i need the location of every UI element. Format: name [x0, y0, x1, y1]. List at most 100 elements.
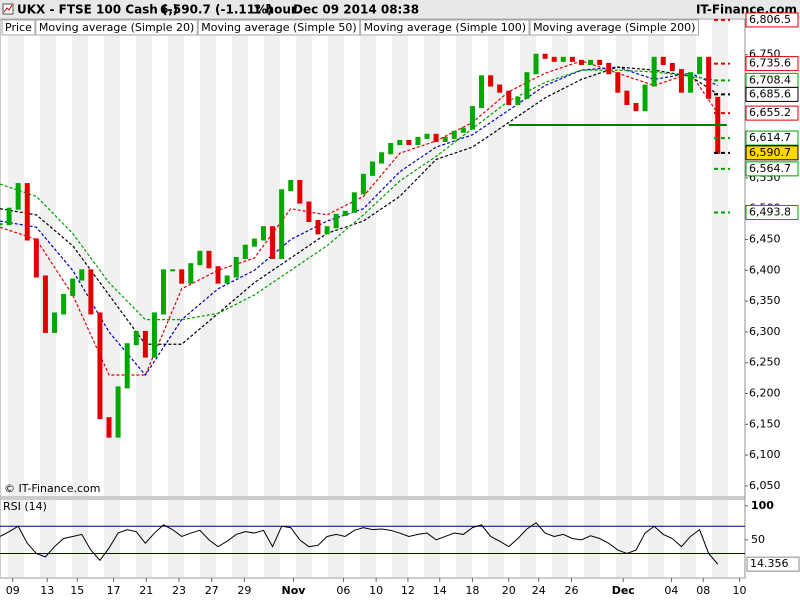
price-bar	[606, 62, 612, 75]
rsi-box	[746, 556, 800, 572]
x-tick-label: 29	[237, 584, 251, 597]
price-bar	[106, 417, 112, 438]
x-tick-label: 09	[6, 584, 20, 597]
price-bar	[188, 263, 194, 284]
day-stripe	[552, 20, 568, 496]
day-stripe	[8, 20, 24, 496]
price-bar	[506, 90, 512, 106]
day-stripe	[136, 20, 152, 496]
y-tick-label: 6,350	[749, 294, 781, 307]
y-tick-label: 6,100	[749, 448, 781, 461]
price-bar	[560, 56, 566, 62]
price-bar	[297, 180, 303, 204]
level-label: 6,655.2	[749, 106, 791, 119]
x-tick-label: 06	[336, 584, 350, 597]
price-bar	[260, 226, 266, 241]
price-bar	[687, 72, 693, 93]
x-tick-label: 26	[564, 584, 578, 597]
day-stripe	[104, 20, 120, 496]
day-stripe	[488, 20, 504, 496]
rsi-tick-label: 100	[751, 499, 774, 512]
day-stripe	[328, 500, 344, 577]
price-bar	[224, 275, 230, 284]
price-bar	[424, 133, 430, 139]
price-bar	[33, 238, 39, 278]
price-bar	[660, 56, 666, 65]
price-bar	[279, 189, 285, 259]
day-stripe	[168, 20, 184, 496]
day-stripe	[616, 20, 632, 496]
price-bar	[406, 139, 412, 146]
quote: 6,590.7 (-1.11%)	[160, 3, 273, 17]
price-bar	[479, 75, 485, 109]
y-tick-label: 6,300	[749, 325, 781, 338]
level-label: 6,564.7	[749, 162, 791, 175]
header-bar	[0, 0, 800, 18]
price-bar	[669, 62, 675, 72]
price-bar	[497, 84, 503, 93]
price-bar	[642, 84, 648, 112]
price-bar	[524, 72, 530, 99]
watermark: © IT-Finance.com	[4, 482, 101, 495]
price-bar	[0, 223, 3, 226]
price-bar	[142, 330, 148, 358]
day-stripe	[488, 500, 504, 577]
price-bar	[578, 59, 584, 65]
price-bar	[633, 103, 639, 112]
price-bar	[306, 201, 312, 223]
y-tick-label: 6,200	[749, 387, 781, 400]
price-bar	[379, 152, 385, 164]
price-bar	[551, 56, 557, 62]
price-bar	[460, 127, 466, 133]
day-stripe	[680, 500, 696, 577]
price-bar	[370, 161, 375, 176]
day-stripe	[136, 500, 152, 577]
level-box	[745, 12, 799, 28]
day-stripe	[392, 500, 408, 577]
price-bar	[469, 106, 475, 130]
day-stripe	[456, 500, 472, 577]
x-tick-label: 18	[465, 584, 479, 597]
price-bar	[88, 269, 94, 315]
price-bar	[315, 220, 321, 235]
rsi-name: RSI (14)	[3, 500, 47, 513]
day-stripe	[168, 500, 184, 577]
y-tick-label: 6,450	[749, 233, 781, 246]
day-stripe	[104, 500, 120, 577]
legend-box	[1, 19, 36, 36]
price-bar	[360, 173, 366, 195]
price-bar	[170, 269, 176, 272]
day-stripe	[680, 20, 696, 496]
rsi-value-label: 14.356	[750, 557, 789, 570]
day-stripe	[584, 20, 600, 496]
level-label: 6,614.7	[749, 131, 791, 144]
price-bar	[70, 278, 76, 296]
price-bar	[588, 59, 594, 65]
day-stripe	[616, 500, 632, 577]
price-bar	[233, 257, 239, 278]
price-bar	[706, 56, 712, 99]
x-tick-label: 23	[172, 584, 186, 597]
rsi-tick-label: 50	[751, 533, 765, 546]
day-stripe	[584, 500, 600, 577]
day-stripe	[232, 500, 248, 577]
legend-box	[360, 19, 530, 36]
price-bar	[624, 90, 630, 106]
level-box	[745, 130, 799, 146]
price-bar	[342, 210, 348, 216]
day-stripe	[648, 500, 664, 577]
price-bar	[115, 386, 121, 438]
price-bar	[542, 53, 548, 59]
x-tick-label: 10	[369, 584, 383, 597]
level-box	[745, 145, 799, 161]
x-tick-label: 20	[502, 584, 516, 597]
price-bar	[242, 244, 248, 259]
price-bar	[288, 180, 294, 192]
day-stripe	[296, 20, 312, 496]
day-stripe	[360, 500, 376, 577]
price-bar	[651, 56, 657, 87]
price-bar	[397, 139, 403, 146]
legend-label: Price	[5, 21, 32, 34]
level-label: 6,735.6	[749, 57, 791, 70]
